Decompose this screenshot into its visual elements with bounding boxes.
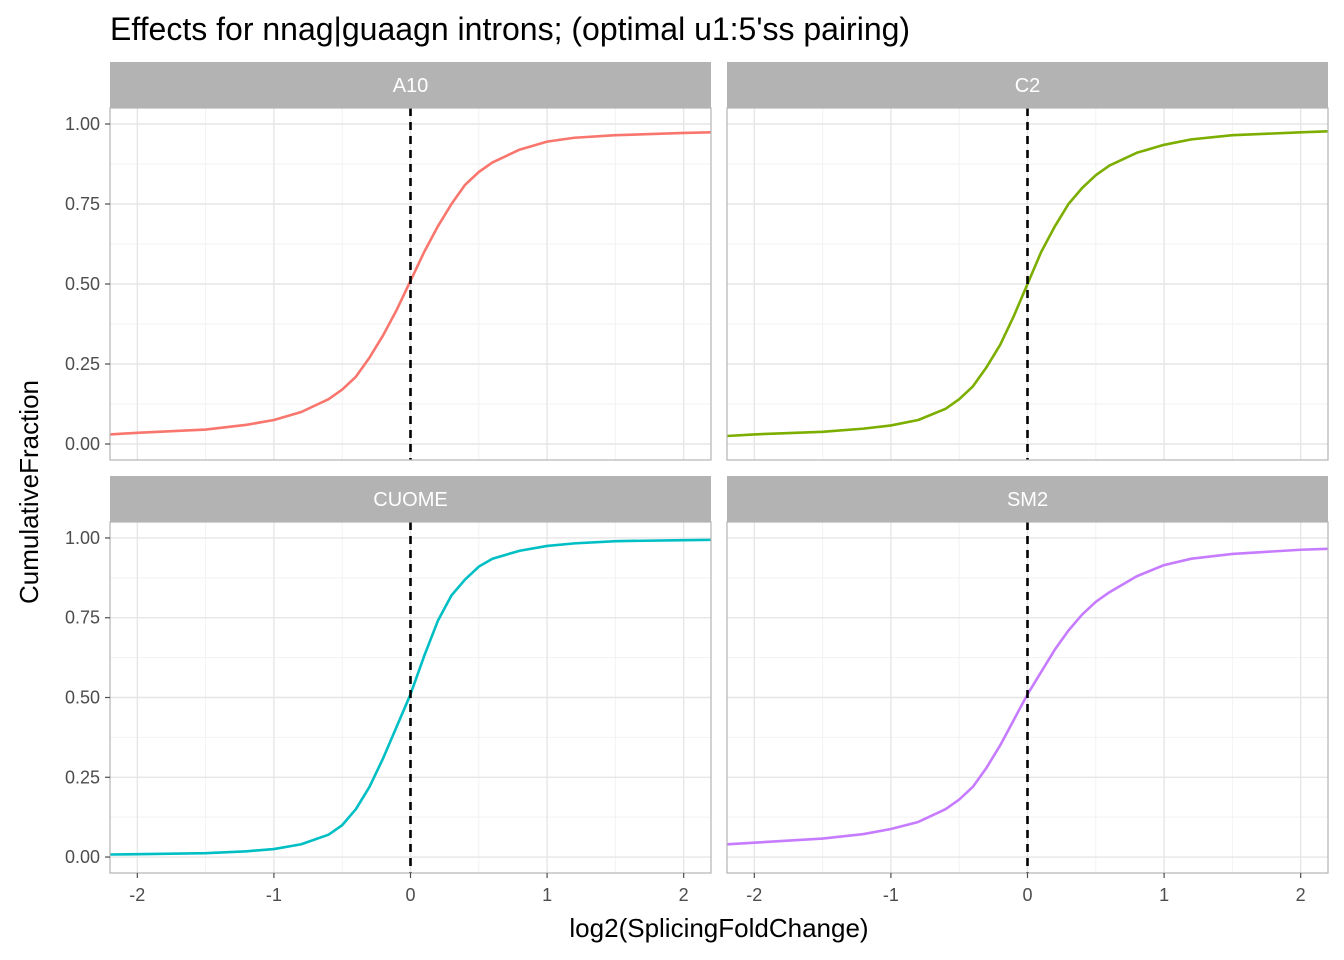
panel-c2: C2	[726, 62, 1329, 461]
x-tick-label: 1	[1159, 885, 1169, 905]
x-axis-title: log2(SplicingFoldChange)	[569, 913, 868, 943]
strip-label-sm2: SM2	[1007, 489, 1048, 511]
strip-label-cuome: CUOME	[373, 489, 447, 511]
x-tick-label: 0	[405, 885, 415, 905]
x-tick-label: 0	[1022, 885, 1032, 905]
strip-label-a10: A10	[393, 75, 429, 97]
y-tick-label: 0.25	[65, 767, 100, 787]
y-tick-label: 0.00	[65, 847, 100, 867]
y-tick-label: 0.75	[65, 194, 100, 214]
x-tick-label: 2	[1296, 885, 1306, 905]
y-tick-label: 0.00	[65, 434, 100, 454]
strip-c2	[727, 62, 1328, 108]
x-tick-label: -1	[883, 885, 899, 905]
strip-label-c2: C2	[1015, 75, 1041, 97]
panel-sm2: SM2	[726, 476, 1329, 874]
y-tick-label: 1.00	[65, 528, 100, 548]
x-tick-label: 2	[679, 885, 689, 905]
strip-a10	[110, 62, 711, 108]
strip-sm2	[727, 476, 1328, 522]
x-tick-label: -2	[129, 885, 145, 905]
panel-border-c2	[726, 107, 1329, 461]
chart-title: Effects for nnag|guaagn introns; (optima…	[110, 11, 910, 47]
panel-a10: A10	[109, 62, 712, 461]
y-tick-label: 0.50	[65, 688, 100, 708]
y-tick-labels: 0.00 0.25 0.50 0.75 1.00 0.00 0.25 0.50 0.75 1.00	[65, 114, 110, 867]
y-tick-label: 0.25	[65, 354, 100, 374]
y-tick-label: 0.50	[65, 274, 100, 294]
x-tick-label: -1	[266, 885, 282, 905]
panel-cuome: CUOME	[109, 476, 712, 874]
x-tick-label: 1	[542, 885, 552, 905]
y-tick-label: 0.75	[65, 608, 100, 628]
x-tick-label: -2	[746, 885, 762, 905]
x-tick-labels: -2 -1 0 1 2 -2 -1 0 1 2	[129, 873, 1306, 905]
y-tick-label: 1.00	[65, 114, 100, 134]
strip-cuome	[110, 476, 711, 522]
panels-group: A10 C2 CUOME SM2	[109, 62, 1329, 874]
y-axis-title: CumulativeFraction	[14, 380, 44, 604]
